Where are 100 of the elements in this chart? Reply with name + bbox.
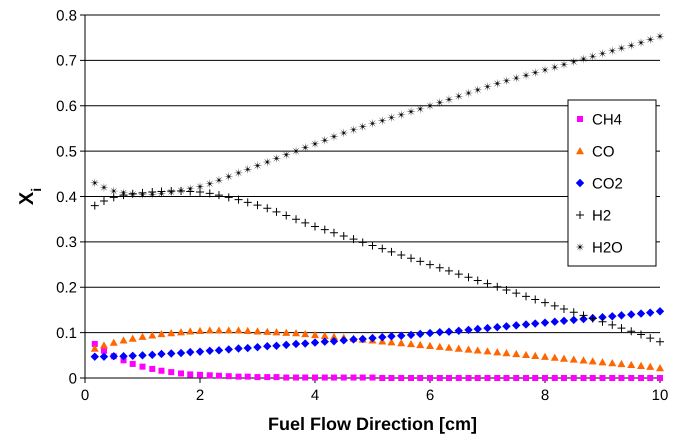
y-tick-label: 0 (68, 370, 77, 388)
point (570, 375, 577, 381)
point (550, 318, 559, 326)
point (502, 285, 511, 294)
point (454, 270, 464, 279)
point (281, 150, 292, 160)
point (645, 34, 656, 44)
point (568, 56, 579, 67)
point (540, 318, 550, 327)
point (148, 331, 156, 339)
point (302, 374, 308, 381)
point (244, 326, 252, 334)
point (406, 254, 416, 263)
point (148, 187, 157, 196)
point (386, 247, 396, 256)
point (301, 330, 310, 338)
point (301, 339, 310, 348)
point (532, 375, 538, 381)
point (590, 375, 596, 381)
point (128, 334, 137, 342)
legend-label: CO (592, 143, 614, 160)
point (253, 342, 262, 352)
point (636, 309, 646, 318)
point (540, 298, 550, 308)
point (196, 187, 204, 196)
point (426, 328, 434, 338)
point (464, 326, 473, 334)
point (130, 360, 136, 367)
point (254, 327, 262, 334)
point (484, 347, 492, 354)
point (330, 337, 338, 346)
point (234, 344, 243, 353)
point (436, 375, 443, 381)
point (542, 375, 548, 381)
point (293, 374, 300, 381)
point (646, 334, 655, 343)
point (322, 374, 328, 381)
point (608, 359, 616, 366)
point (100, 352, 108, 361)
x-tick-label: 10 (652, 387, 668, 404)
point (512, 288, 521, 298)
point (300, 142, 310, 152)
point (358, 122, 368, 132)
point (226, 373, 232, 380)
point (531, 319, 540, 328)
point (398, 375, 404, 381)
point (608, 312, 616, 320)
point (178, 370, 184, 376)
point (607, 46, 618, 56)
point (570, 316, 578, 324)
point (656, 364, 664, 372)
point (446, 375, 452, 381)
point (282, 211, 291, 220)
point (588, 357, 597, 364)
point (273, 374, 280, 380)
point (523, 375, 530, 381)
y-tick-label: 0.5 (56, 143, 77, 160)
point (329, 228, 338, 238)
point (588, 51, 598, 62)
y-tick-label: 0.6 (56, 98, 77, 115)
point (552, 375, 558, 381)
point (253, 200, 262, 210)
point (638, 375, 644, 381)
point (320, 225, 330, 234)
point (600, 375, 606, 381)
point (503, 375, 510, 381)
point (186, 348, 194, 356)
point (426, 260, 434, 270)
point (90, 352, 99, 361)
point (252, 160, 262, 170)
point (291, 146, 301, 156)
point (120, 336, 128, 344)
point (408, 375, 414, 381)
point (550, 354, 559, 361)
point (598, 317, 607, 326)
point (378, 244, 387, 254)
point (579, 310, 588, 320)
point (119, 352, 128, 360)
point (626, 40, 636, 50)
point (397, 332, 406, 340)
point (512, 321, 520, 330)
point (406, 106, 416, 116)
point (513, 375, 520, 381)
point (559, 60, 569, 70)
point (427, 375, 433, 381)
point (214, 346, 224, 355)
point (320, 338, 329, 346)
y-tick-label: 0.4 (56, 188, 77, 206)
point (560, 354, 568, 362)
point (454, 91, 464, 102)
legend-label: CO2 (592, 175, 623, 192)
point (204, 178, 215, 189)
point (320, 135, 330, 146)
point (236, 374, 242, 380)
point (617, 311, 626, 320)
point (502, 322, 511, 330)
point (158, 368, 164, 374)
point (454, 344, 463, 352)
point (436, 328, 444, 336)
point (234, 326, 243, 334)
